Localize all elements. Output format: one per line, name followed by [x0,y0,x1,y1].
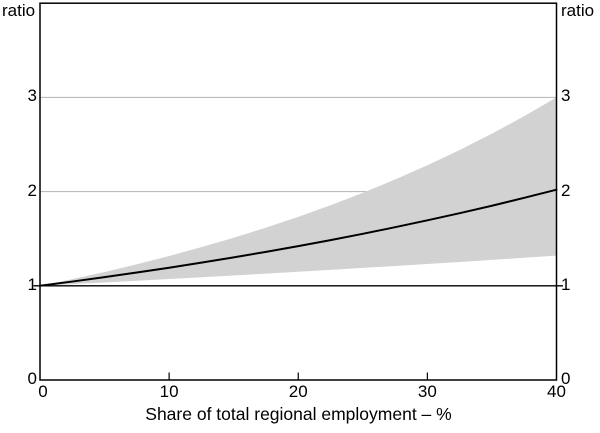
y-tick-label-right-2: 2 [561,180,571,200]
plot-frame [39,2,558,381]
y-tick-label-right-0: 0 [561,369,571,388]
y-tick-label-right-1: 1 [561,274,571,294]
x-axis-title: Share of total regional employment – % [145,404,452,424]
central-estimate-line [39,188,558,287]
y-tick-label-right-3: 3 [561,86,571,106]
y-tick-label-left-2: 2 [27,180,37,200]
y-tick-label-left-3: 3 [27,86,37,106]
y-tick-label-left-1: 1 [27,274,37,294]
x-tick-label-30: 30 [417,382,437,401]
x-tick-label-40: 40 [547,382,566,401]
y-tick-label-left-0: 0 [27,369,37,388]
x-tick-label-10: 10 [159,382,179,401]
y-unit-label-left: ratio [2,1,36,20]
x-tick-label-0: 0 [38,382,48,401]
y-unit-label-right: ratio [561,1,595,20]
x-tick-label-20: 20 [288,382,308,401]
confidence-band-area [40,97,557,286]
